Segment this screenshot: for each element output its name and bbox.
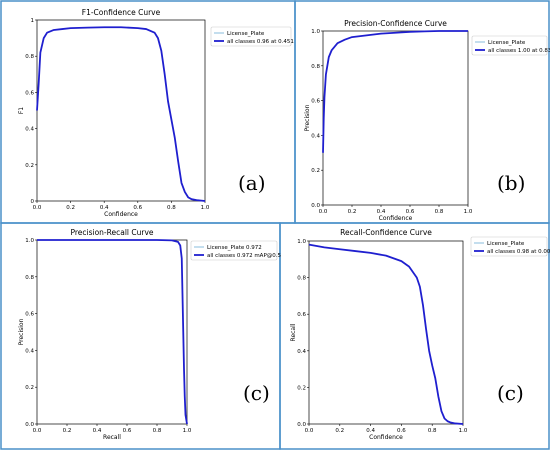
- chart-1-y-tick-label: 0.2: [25, 163, 34, 169]
- chart-3-x-tick-label: 0.4: [93, 428, 102, 434]
- chart-2-legend-entry-2: all classes 1.00 at 0.832: [488, 48, 550, 54]
- chart-2-series-line-1: [322, 30, 468, 153]
- chart-1-title: F1-Confidence Curve: [82, 8, 161, 17]
- chart-1-y-tick-label: 0.8: [25, 54, 34, 60]
- chart-3-series-line-2: [37, 239, 188, 425]
- chart-3-y-tick-label: 1.0: [25, 238, 34, 244]
- chart-3-x-tick-label: 0.8: [153, 428, 162, 434]
- chart-2-y-tick-label: 1.0: [311, 29, 320, 35]
- chart-4-y-tick-label: 0.0: [297, 422, 306, 428]
- chart-1-x-tick-label: 0.8: [167, 205, 176, 211]
- chart-3-y-tick-label: 0.0: [25, 422, 34, 428]
- chart-2-x-tick-label: 0.2: [348, 209, 357, 215]
- chart-2-y-axis-label: Precision: [304, 104, 311, 131]
- chart-1-x-tick-label: 0.2: [66, 205, 75, 211]
- chart-1-panel-label: (a): [238, 171, 266, 195]
- chart-4-x-tick-label: 0.6: [397, 428, 406, 434]
- chart-1-x-tick-label: 0.6: [133, 205, 142, 211]
- chart-2-panel-label: (b): [497, 171, 525, 195]
- chart-1-y-tick-label: 0: [31, 199, 35, 205]
- chart-4-legend-entry-2: all classes 0.98 at 0.000: [487, 249, 550, 255]
- chart-4-y-tick-label: 1.0: [297, 239, 306, 245]
- chart-4-legend-entry-1: License_Plate: [487, 241, 525, 247]
- chart-4-legend: [470, 236, 548, 257]
- chart-3-x-tick-label: 1.0: [183, 428, 192, 434]
- chart-4-x-tick-label: 0.8: [428, 428, 437, 434]
- chart-3-legend-entry-2: all classes 0.972 mAP@0.5: [207, 253, 282, 259]
- chart-1-series-line-2: [36, 26, 206, 202]
- chart-3-y-tick-label: 0.6: [25, 312, 34, 318]
- chart-3-title: Precision-Recall Curve: [70, 228, 153, 237]
- chart-1-legend: [210, 26, 292, 47]
- chart-4-x-tick-label: 1.0: [459, 428, 468, 434]
- chart-1-y-tick-label: 0.6: [25, 90, 34, 96]
- chart-2-axes: [322, 30, 469, 206]
- chart-2-y-tick-label: 0.6: [311, 99, 320, 105]
- chart-4-x-axis-label: Confidence: [369, 434, 403, 441]
- chart-4-panel-label: (c): [497, 381, 524, 405]
- chart-4-x-tick-label: 0.4: [366, 428, 375, 434]
- chart-3-y-tick-label: 0.4: [25, 348, 34, 354]
- chart-3-axes: [36, 239, 188, 425]
- chart-4-series-line-1: [308, 244, 464, 425]
- chart-3-x-tick-label: 0.0: [33, 428, 42, 434]
- chart-4-y-tick-label: 0.8: [297, 276, 306, 282]
- chart-2-x-tick-label: 0.4: [377, 209, 386, 215]
- chart-1-legend-entry-2: all classes 0.96 at 0.451: [227, 39, 294, 45]
- chart-1-legend-entry-1: License_Plate: [227, 31, 265, 37]
- chart-3-x-tick-label: 0.2: [63, 428, 72, 434]
- chart-3-y-tick-label: 0.8: [25, 275, 34, 281]
- chart-4-series-line-2: [308, 243, 464, 425]
- chart-2-legend: [471, 35, 548, 56]
- chart-4-y-tick-label: 0.4: [297, 349, 306, 355]
- chart-2-y-tick-label: 0.8: [311, 64, 320, 70]
- chart-2-legend-entry-1: License_Plate: [488, 40, 526, 46]
- chart-1-y-tick-label: 0.4: [25, 127, 34, 133]
- chart-1-y-tick-label: 1: [31, 18, 35, 24]
- chart-4-x-tick-label: 0.2: [335, 428, 344, 434]
- chart-2-title: Precision-Confidence Curve: [344, 19, 447, 28]
- chart-2-x-axis-label: Confidence: [379, 215, 413, 222]
- chart-3-x-tick-label: 0.6: [123, 428, 132, 434]
- chart-2-x-tick-label: 0.8: [435, 209, 444, 215]
- chart-4-y-axis-label: Recall: [290, 323, 297, 341]
- chart-1-x-tick-label: 1.0: [201, 205, 210, 211]
- chart-2-x-tick-label: 0.0: [319, 209, 328, 215]
- chart-4-y-tick-label: 0.6: [297, 312, 306, 318]
- chart-2-y-tick-label: 0.0: [311, 203, 320, 209]
- chart-3-legend-entry-1: License_Plate 0.972: [207, 245, 262, 251]
- chart-3-y-tick-label: 0.2: [25, 385, 34, 391]
- chart-3-series-line-1: [37, 239, 188, 425]
- chart-1-x-axis-label: Confidence: [104, 211, 138, 218]
- chart-2-x-tick-label: 1.0: [464, 209, 473, 215]
- panel-d-frame: [279, 222, 550, 450]
- chart-3-panel-label: (c): [243, 381, 270, 405]
- chart-4-y-tick-label: 0.2: [297, 385, 306, 391]
- chart-2-series-line-2: [322, 30, 468, 153]
- chart-4-axes: [308, 240, 464, 425]
- chart-1-x-tick-label: 0.4: [100, 205, 109, 211]
- chart-2-y-tick-label: 0.4: [311, 133, 320, 139]
- chart-3-legend: [190, 240, 278, 261]
- chart-3-y-axis-label: Precision: [18, 318, 25, 345]
- chart-2-x-tick-label: 0.6: [406, 209, 415, 215]
- chart-4-x-tick-label: 0.0: [305, 428, 314, 434]
- chart-1-x-tick-label: 0.0: [33, 205, 42, 211]
- chart-1-y-axis-label: F1: [18, 107, 25, 114]
- chart-2-y-tick-label: 0.2: [311, 168, 320, 174]
- chart-4-title: Recall-Confidence Curve: [340, 228, 432, 237]
- chart-3-x-axis-label: Recall: [103, 434, 121, 441]
